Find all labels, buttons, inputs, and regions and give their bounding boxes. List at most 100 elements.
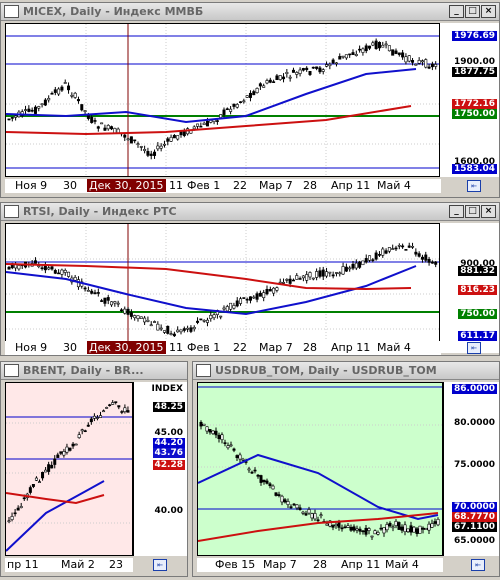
candle-body (159, 145, 163, 149)
candle-body (421, 527, 425, 530)
rtsi-title: RTSI, Daily - Индекс РТС (23, 205, 177, 218)
candle-body (179, 329, 183, 333)
chart-window-icon (4, 205, 19, 218)
candle-body (146, 151, 150, 156)
micex-window[interactable]: MICEX, Daily - Индекс ММВБ _ □ × 1976.69… (0, 2, 500, 198)
rtsi-title-bar[interactable]: RTSI, Daily - Индекс РТС _ □ × (1, 203, 499, 221)
candle-body (153, 151, 157, 156)
scroll-to-end-icon[interactable]: ⇤ (153, 559, 167, 571)
brent-window[interactable]: BRENT, Daily - BR... INDEX 48.25 45.00 4… (0, 361, 188, 577)
micex-time-axis: Ноя 9 30 Дек 30, 2015 11 Фев 1 22 Мар 7 … (5, 179, 441, 193)
candle-body (394, 50, 398, 54)
candle-body (235, 300, 239, 307)
candle-body (344, 266, 348, 272)
candle-body (286, 501, 290, 505)
candle-body (262, 479, 266, 483)
brent-plot[interactable] (5, 382, 133, 556)
candle-body (351, 263, 355, 269)
candle-body (250, 471, 254, 474)
candle-body (133, 139, 137, 142)
micex-plot[interactable] (5, 23, 441, 177)
minimize-button[interactable]: _ (449, 5, 464, 18)
candle-body (172, 333, 176, 337)
price-label-grid: 65.0000 (454, 536, 495, 546)
candle-body (361, 260, 365, 266)
candle-body (40, 267, 44, 270)
candle-body (352, 526, 356, 531)
maximize-button[interactable]: □ (465, 5, 480, 18)
candle-body (219, 114, 223, 118)
candle-body (341, 266, 345, 275)
candle-body (19, 506, 23, 509)
candle-body (50, 464, 54, 469)
usdrub-window[interactable]: USDRUB_TOM, Daily - USDRUB_TOM 86.0000 8… (192, 361, 500, 577)
scroll-to-end-icon[interactable]: ⇤ (467, 180, 481, 192)
candle-body (235, 104, 239, 108)
candle-body (199, 318, 203, 321)
candle-body (253, 469, 257, 472)
candle-body (412, 526, 416, 533)
candle-body (83, 110, 87, 112)
rtsi-plot[interactable] (5, 223, 441, 353)
candle-body (351, 52, 355, 55)
close-button[interactable]: × (481, 5, 496, 18)
close-button[interactable]: × (481, 205, 496, 218)
candle-body (271, 485, 275, 490)
price-label-level: 70.0000 (452, 502, 497, 512)
candle-body (373, 530, 377, 535)
maximize-button[interactable]: □ (465, 205, 480, 218)
candle-body (166, 325, 170, 334)
candle-body (196, 123, 200, 127)
candle-body (248, 296, 252, 301)
candle-body (205, 319, 209, 323)
candle-body (100, 300, 104, 302)
rtsi-time-axis: Ноя 9 30 Дек 30, 2015 11 Фев 1 22 Мар 7 … (5, 341, 441, 355)
candle-body (424, 527, 428, 530)
candle-body (433, 521, 437, 524)
candle-body (33, 106, 37, 114)
candle-body (340, 527, 344, 530)
candle-body (139, 146, 143, 148)
time-label: Ноя 9 (15, 179, 48, 192)
minimize-button[interactable]: _ (449, 205, 464, 218)
candle-body (30, 109, 34, 112)
candle-body (268, 79, 272, 83)
scroll-to-end-icon[interactable]: ⇤ (471, 559, 485, 571)
candle-body (220, 434, 224, 441)
candle-body (123, 407, 127, 412)
usdrub-title-bar[interactable]: USDRUB_TOM, Daily - USDRUB_TOM (193, 362, 499, 380)
usdrub-plot[interactable] (197, 382, 443, 556)
time-label: 28 (303, 341, 317, 354)
candle-body (397, 245, 401, 247)
candle-body (40, 103, 44, 106)
candle-body (307, 509, 311, 514)
candle-body (100, 122, 104, 125)
candle-body (34, 477, 38, 481)
micex-title-bar[interactable]: MICEX, Daily - Индекс ММВБ _ □ × (1, 3, 499, 21)
candle-body (219, 315, 223, 318)
candle-body (196, 320, 200, 323)
candle-body (374, 252, 378, 260)
candle-body (209, 120, 213, 123)
candle-body (280, 495, 284, 503)
candle-body (123, 134, 127, 138)
usdrub-chart-svg (198, 386, 442, 542)
candle-body (7, 520, 11, 523)
candle-body (149, 153, 153, 156)
candle-body (205, 120, 209, 127)
brent-chart-svg (6, 400, 132, 552)
candle-body (414, 251, 418, 255)
scroll-to-end-icon[interactable]: ⇤ (467, 342, 481, 354)
candle-body (321, 69, 325, 72)
candle-body (182, 328, 186, 331)
rtsi-window[interactable]: RTSI, Daily - Индекс РТС _ □ × 900.00 88… (0, 202, 500, 356)
candle-body (385, 524, 389, 531)
candle-body (291, 279, 295, 282)
candle-body (277, 494, 281, 496)
moving-average-line (6, 105, 412, 136)
brent-title-bar[interactable]: BRENT, Daily - BR... (1, 362, 187, 380)
candle-body (86, 114, 90, 119)
candle-body (377, 41, 381, 49)
candle-body (153, 321, 157, 323)
price-label-level: 44.20 (152, 438, 185, 448)
